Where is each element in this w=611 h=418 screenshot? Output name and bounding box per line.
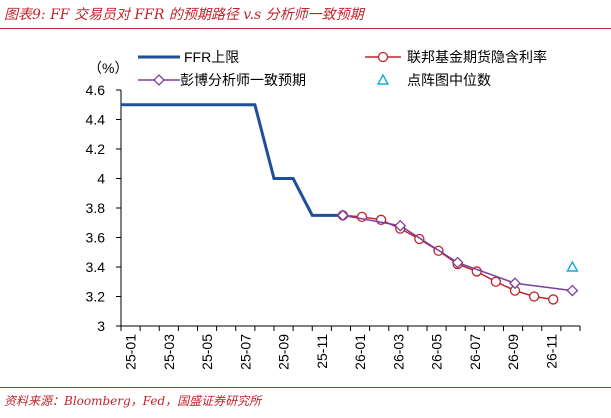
legend-swatch-dot-median <box>376 73 390 85</box>
x-tick-label: 25-03 <box>161 334 177 370</box>
legend-label: 联邦基金期货隐含利率 <box>407 49 547 65</box>
legend-label: 彭博分析师一致预期 <box>180 72 306 88</box>
chart-series <box>121 103 579 305</box>
y-tick-label: 3.4 <box>86 259 106 275</box>
x-tick-label: 25-11 <box>314 334 330 369</box>
source-rule <box>0 387 611 388</box>
y-tick-label: 3.8 <box>86 200 106 216</box>
y-tick-label: 3.6 <box>86 230 106 246</box>
figure-source: 资料来源：Bloomberg，Fed，国盛证券研究所 <box>4 394 262 408</box>
x-tick-label: 26-05 <box>429 334 445 370</box>
legend-label: FFR上限 <box>184 49 239 65</box>
data-point-analyst <box>336 209 349 222</box>
data-point-analyst <box>394 219 407 232</box>
data-point-analyst <box>566 284 579 297</box>
x-tick-label: 26-01 <box>352 334 368 370</box>
data-point-futures <box>528 291 540 302</box>
series-line-analyst <box>342 214 573 292</box>
data-point-futures <box>548 294 559 305</box>
x-tick-label: 25-01 <box>123 334 139 370</box>
x-tick-label: 26-07 <box>467 334 483 370</box>
y-axis-label: （%） <box>88 60 128 76</box>
figure-title: 图表9: FF 交易员对 FFR 的预期路径 v.s 分析师一致预期 <box>4 7 364 23</box>
x-tick-label: 26-11 <box>543 334 559 369</box>
x-tick-label: 25-09 <box>276 334 292 370</box>
y-tick-label: 4.4 <box>86 112 106 128</box>
legend-swatch-futures-marker <box>377 51 389 63</box>
y-tick-label: 3 <box>97 318 105 334</box>
series-line-futures <box>342 214 554 301</box>
y-tick-label: 4.6 <box>86 82 106 98</box>
legend-label: 点阵图中位数 <box>407 72 491 88</box>
chart-axes: 4.6 4.4 4.2 4 3.8 3.6 3.4 3.2 3 25-01 25-03 25-05 25… <box>86 82 581 370</box>
data-point-analyst <box>509 277 521 290</box>
data-point-futures <box>490 276 502 287</box>
y-tick-label: 4.2 <box>86 141 106 157</box>
y-tick-label: 4 <box>97 171 105 187</box>
x-tick-label: 26-09 <box>505 334 521 370</box>
series-line-ffr <box>121 103 343 217</box>
legend-swatch-analyst-marker <box>153 74 165 86</box>
x-tick-label: 26-03 <box>390 334 406 370</box>
data-point-dot-median <box>566 260 579 272</box>
data-point-analyst <box>451 256 464 269</box>
title-rule <box>0 28 611 29</box>
y-tick-label: 3.2 <box>86 289 106 305</box>
x-tick-label: 25-05 <box>199 334 215 370</box>
x-tick-label: 25-07 <box>237 334 253 370</box>
